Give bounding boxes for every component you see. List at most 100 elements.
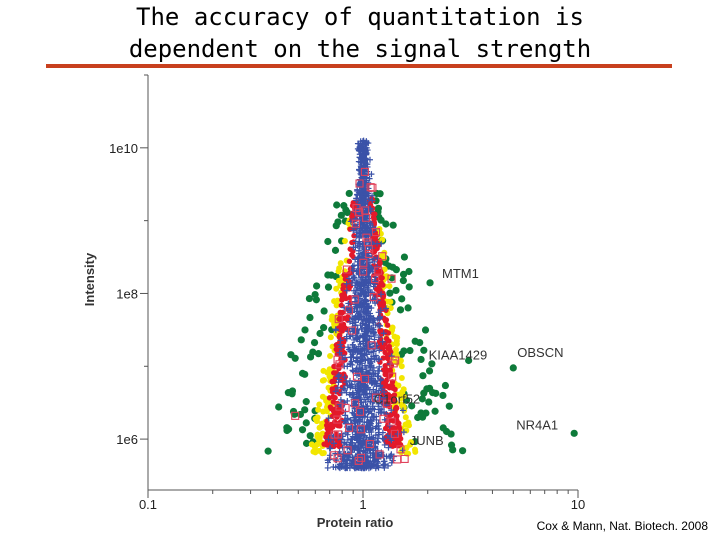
- blue-cross-point: [370, 414, 377, 421]
- annotation-label: MTM1: [442, 266, 479, 281]
- green-point: [399, 270, 408, 278]
- green-point: [333, 201, 341, 209]
- blue-cross-point: [379, 452, 386, 459]
- green-point: [428, 360, 436, 368]
- blue-cross-point: [349, 391, 356, 398]
- green-point: [302, 419, 310, 427]
- blue-cross-point: [372, 321, 379, 328]
- blue-cross-point: [353, 195, 360, 202]
- blue-cross-point: [374, 367, 381, 374]
- green-point: [418, 395, 426, 403]
- square-point: [374, 266, 383, 275]
- square-point: [388, 372, 397, 381]
- blue-cross-point: [372, 389, 379, 396]
- blue-cross-point: [366, 422, 373, 429]
- green-point: [392, 266, 400, 274]
- blue-cross-point: [383, 305, 390, 312]
- blue-cross-point: [355, 393, 362, 400]
- square-point: [387, 274, 396, 283]
- green-point: [459, 447, 467, 455]
- blue-cross-point: [372, 425, 379, 432]
- blue-cross-point: [366, 390, 373, 397]
- blue-cross-point: [362, 186, 369, 193]
- square-point: [396, 445, 405, 454]
- blue-cross-point: [362, 289, 369, 296]
- blue-cross-point: [367, 280, 374, 287]
- blue-cross-point: [354, 358, 361, 365]
- green-point: [298, 369, 307, 377]
- yellow-point: [405, 422, 412, 429]
- blue-cross-point: [346, 377, 353, 384]
- red-point: [346, 258, 353, 265]
- square-point: [355, 407, 365, 416]
- blue-cross-point: [381, 394, 388, 401]
- green-point: [264, 447, 272, 455]
- blue-cross-point: [399, 407, 406, 414]
- yellow-point: [337, 260, 344, 267]
- blue-cross-point: [343, 378, 350, 385]
- square-point: [375, 450, 384, 459]
- blue-cross-point: [369, 197, 376, 204]
- blue-cross-point: [353, 389, 360, 396]
- green-point: [429, 388, 437, 397]
- yellow-point: [400, 386, 407, 393]
- green-point: [419, 372, 427, 380]
- blue-cross-point: [374, 373, 381, 380]
- green-point: [324, 283, 333, 291]
- square-point: [350, 295, 359, 304]
- square-point: [362, 233, 371, 242]
- blue-cross-point: [375, 420, 382, 427]
- blue-cross-point: [356, 394, 363, 401]
- x-tick-label: 1: [359, 497, 366, 512]
- blue-cross-point: [368, 324, 375, 331]
- red-point: [382, 371, 388, 378]
- blue-cross-point: [347, 361, 354, 368]
- square-point: [368, 183, 377, 192]
- red-point: [382, 318, 389, 324]
- blue-cross-point: [359, 332, 366, 339]
- red-point: [337, 309, 343, 316]
- yellow-point: [391, 333, 398, 340]
- square-point: [365, 249, 374, 259]
- square-point: [342, 265, 351, 274]
- green-point: [312, 296, 320, 304]
- blue-cross-point: [362, 317, 369, 324]
- yellow-point: [399, 402, 406, 409]
- blue-cross-point: [339, 455, 346, 462]
- square-point: [389, 359, 398, 368]
- blue-cross-point: [337, 337, 344, 344]
- title-underline-rule: [46, 64, 672, 68]
- red-point: [339, 297, 345, 303]
- blue-cross-point: [352, 298, 359, 305]
- blue-cross-point: [356, 253, 363, 260]
- square-point: [371, 227, 381, 237]
- blue-cross-point: [332, 388, 339, 395]
- blue-cross-point: [355, 247, 362, 254]
- blue-cross-point: [350, 274, 357, 281]
- square-point: [351, 219, 360, 228]
- blue-cross-point: [358, 291, 365, 298]
- red-point: [328, 421, 334, 428]
- yellow-point: [321, 377, 328, 384]
- chart-axes: 0.1 1 10 1e6 1e8 1e10 Protein ratio Intensity: [82, 74, 585, 530]
- yellow-point: [393, 340, 400, 347]
- blue-cross-point: [335, 463, 342, 470]
- red-point: [331, 370, 337, 376]
- red-point: [330, 399, 337, 405]
- blue-cross-point: [344, 415, 351, 422]
- red-point: [382, 362, 388, 369]
- blue-cross-point: [343, 280, 350, 287]
- yellow-point: [341, 238, 348, 245]
- blue-cross-point: [357, 262, 364, 269]
- green-point: [392, 286, 400, 295]
- yellow-point: [314, 433, 321, 440]
- blue-cross-point: [347, 416, 354, 423]
- square-point: [390, 429, 399, 438]
- yellow-point: [319, 393, 326, 400]
- blue-cross-point: [370, 386, 377, 393]
- blue-cross-point: [388, 437, 395, 444]
- green-point: [441, 381, 450, 390]
- blue-cross-point: [366, 259, 373, 266]
- blue-cross-point: [361, 303, 368, 310]
